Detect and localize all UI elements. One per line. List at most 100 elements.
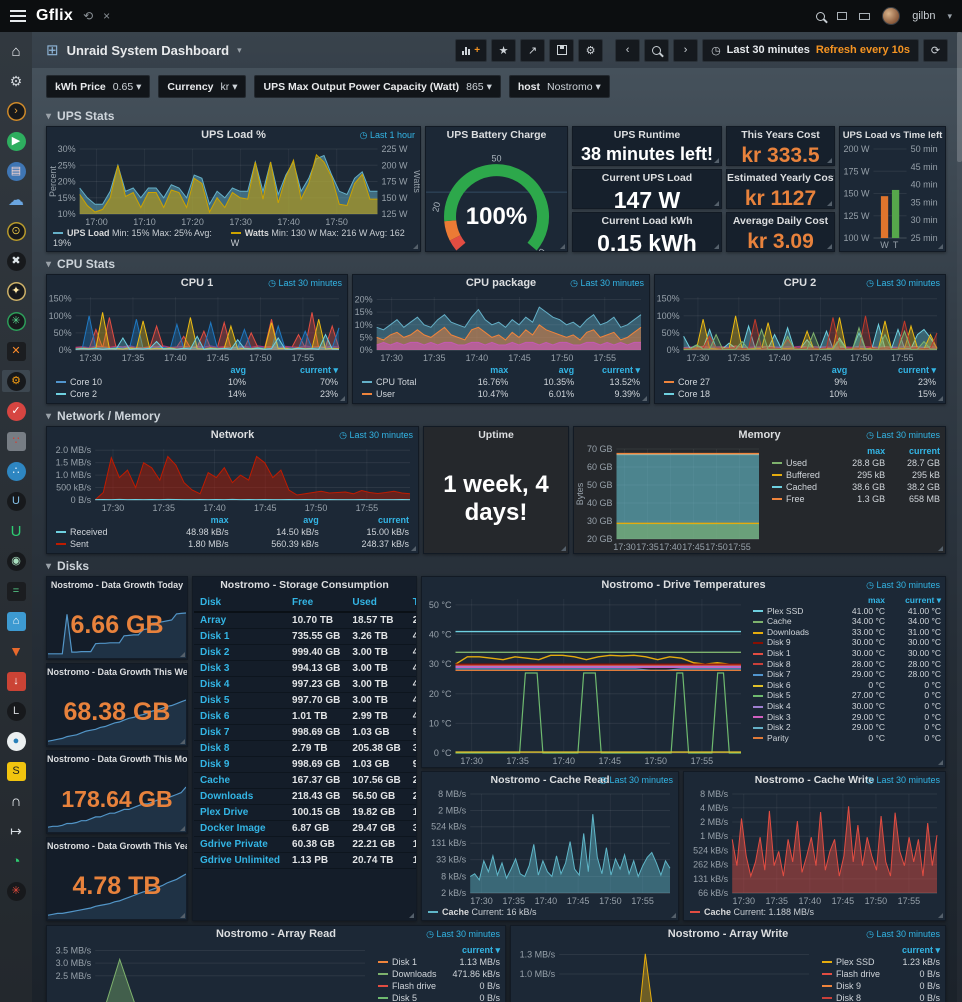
panel-title[interactable]: UPS Load vs Time left — [842, 130, 943, 141]
column-header[interactable]: Used — [346, 594, 407, 613]
panel-title[interactable]: Uptime — [478, 429, 514, 441]
zoom-out-button[interactable] — [644, 38, 670, 62]
column-header[interactable]: Free — [286, 594, 347, 613]
red-wheel-icon[interactable]: ✳ — [2, 880, 30, 902]
app-search-icon[interactable]: ⊙ — [2, 220, 30, 242]
panel-title[interactable]: Estimated Yearly Cost — [727, 172, 834, 184]
time-badge[interactable]: ◷ Last 30 minutes — [866, 929, 940, 939]
disk-link[interactable]: Gdrive Unlimited — [194, 852, 287, 869]
time-badge[interactable]: ◷ Last 1 hour — [359, 130, 415, 140]
legend-item[interactable]: Disk 7 29.00 °C 28.00 °C — [751, 669, 943, 680]
panel-title[interactable]: UPS Battery Charge — [446, 129, 547, 141]
panel-title[interactable]: Nostromo - Array Read — [215, 928, 336, 940]
save-button[interactable] — [549, 38, 575, 62]
var-ups-capacity[interactable]: UPS Max Output Power Capacity (Watt) 865 … — [254, 75, 501, 98]
unraid-gear-icon[interactable]: ⚙ — [2, 370, 30, 392]
panel-title[interactable]: Nostromo - Drive Temperatures — [601, 579, 766, 591]
time-range-picker[interactable]: ◷ Last 30 minutes Refresh every 10s — [702, 38, 919, 62]
legend-item[interactable]: Watts Min: 130 W Max: 216 W Avg: 162 W — [230, 228, 405, 248]
app-blue-book-icon[interactable]: ▤ — [2, 160, 30, 182]
time-badge[interactable]: ◷ Last 30 minutes — [866, 430, 940, 440]
legend-item[interactable]: Disk 1 30.00 °C 30.00 °C — [751, 648, 943, 659]
legend-header[interactable]: current — [908, 445, 940, 456]
disk-link[interactable]: Disk 4 — [194, 676, 287, 693]
time-badge[interactable]: ◷ Last 30 minutes — [866, 278, 940, 288]
legend-item[interactable]: Received 48.98 kB/s 14.50 kB/s 15.00 kB/s — [53, 526, 412, 538]
refresh-button[interactable]: ⟳ — [923, 38, 948, 62]
panel-title[interactable]: UPS Load % — [201, 129, 266, 141]
legend-item[interactable]: Buffered 295 kB 295 kB — [769, 469, 943, 481]
legend-item[interactable]: Plex SSD 1.23 kB/s — [819, 956, 943, 968]
legend-item[interactable]: Flash drive 0 B/s — [375, 980, 503, 992]
legend-header[interactable]: max — [868, 595, 886, 605]
network-chart[interactable]: 0 B/s 500 kB/s 1.0 MB/s 1.5 MB/s 2.0 MB/s 17:… — [47, 444, 418, 514]
var-currency[interactable]: Currency kr ▾ — [158, 75, 247, 98]
legend-item[interactable]: Downloads 33.00 °C 31.00 °C — [751, 627, 943, 638]
app-logo[interactable]: Gflix — [36, 7, 74, 24]
column-header[interactable]: Disk — [194, 594, 287, 613]
jackett-icon[interactable]: ∩ — [10, 792, 22, 810]
row-disks[interactable]: ▾ Disks — [46, 559, 90, 573]
time-back-button[interactable]: ‹ — [615, 38, 641, 62]
panel-title[interactable]: Nostromo - Cache Write — [754, 774, 875, 786]
panel-title[interactable]: Network — [210, 429, 255, 441]
time-badge[interactable]: ◷ Last 30 minutes — [268, 278, 342, 288]
panel-title[interactable]: CPU 2 — [783, 277, 817, 289]
time-badge[interactable]: ◷ Last 30 minutes — [599, 775, 673, 785]
memory-chart[interactable]: 20 GB 30 GB 40 GB 50 GB 60 GB 70 GB Bytes 17:30… — [574, 444, 767, 553]
cache-write-chart[interactable]: 66 kB/s 131 kB/s 262 kB/s 524 kB/s 1 MB/s 2 M… — [684, 789, 945, 907]
app-grey-grid-icon[interactable]: ∵ — [2, 430, 30, 452]
app-green-play-icon[interactable]: ▶ — [2, 130, 30, 152]
disk-link[interactable]: Disk 9 — [194, 756, 287, 773]
panel-title[interactable]: Nostromo - Cache Read — [490, 774, 610, 786]
settings-icon[interactable]: ⚙ — [9, 73, 23, 89]
drive-temps-chart[interactable]: 0 °C 10 °C 20 °C 30 °C 40 °C 50 °C 17:30 17:35 1… — [422, 594, 749, 767]
cpu-package-chart[interactable]: 0% 5% 10% 15% 20% 17:30 17:35 17:40 17:45 17:50 17… — [353, 292, 649, 364]
username[interactable]: gilbn — [912, 10, 936, 22]
disk-link[interactable]: Disk 2 — [194, 644, 287, 661]
legend-item[interactable]: Cache Current: 1.188 MB/s — [690, 907, 814, 917]
home-assistant-icon[interactable]: ⌂ — [2, 610, 30, 632]
legend-header[interactable]: current — [377, 514, 409, 525]
app-download-icon[interactable]: ↓ — [2, 670, 30, 692]
disk-link[interactable]: Disk 1 — [194, 628, 287, 645]
green-u-icon[interactable]: U — [10, 522, 22, 540]
app-swirl-icon[interactable]: ✳ — [2, 310, 30, 332]
settings-button[interactable]: ⚙ — [578, 38, 604, 62]
cpu2-chart[interactable]: 0% 50% 100% 150% 17:30 17:35 17:40 17:45 17:50 17… — [655, 292, 945, 364]
app-star-icon[interactable]: ✦ — [2, 280, 30, 302]
legend-header[interactable]: max — [490, 364, 509, 375]
var-host[interactable]: host Nostromo ▾ — [508, 75, 610, 98]
disk-link[interactable]: Plex Drive — [194, 804, 287, 821]
legend-item[interactable]: Core 2 14% 23% — [53, 388, 341, 400]
legend-item[interactable]: Core 27 9% 23% — [661, 376, 939, 388]
sab-icon[interactable]: S — [2, 760, 30, 782]
dashboard-title[interactable]: Unraid System Dashboard — [66, 42, 230, 58]
legend-item[interactable]: UPS Load Min: 15% Max: 25% Avg: 19% — [53, 228, 212, 248]
dashboard-grid-icon[interactable]: ⊞ — [46, 42, 59, 59]
legend-item[interactable]: Cache 34.00 °C 34.00 °C — [751, 616, 943, 627]
legend-item[interactable]: Disk 4 30.00 °C 0 °C — [751, 701, 943, 712]
tv-mode-icon[interactable] — [859, 12, 871, 20]
legend-item[interactable]: Free 1.3 GB 658 MB — [769, 493, 943, 505]
legend-item[interactable]: Downloads 471.86 kB/s — [375, 968, 503, 980]
array-write-chart[interactable]: 1.0 MB/s 1.3 MB/s — [511, 943, 817, 1002]
ups-bar-chart[interactable]: 100 W 125 W 150 W 175 W 200 W 25 min 30 min 35 … — [840, 144, 945, 251]
home-icon[interactable]: ⌂ — [11, 42, 21, 60]
undo-icon[interactable]: ⟲ — [83, 9, 94, 23]
fullscreen-icon[interactable] — [837, 12, 848, 20]
panel-title[interactable]: Memory — [738, 429, 781, 441]
water-drop-icon[interactable]: ● — [2, 730, 30, 752]
github-icon[interactable]: ◔ — [11, 852, 21, 870]
disk-link[interactable]: Cache — [194, 772, 287, 789]
lazy-badge-icon[interactable]: L — [2, 700, 30, 722]
panel-title[interactable]: Nostromo - Data Growth Today — [50, 580, 184, 590]
legend-item[interactable]: Core 10 10% 70% — [53, 376, 341, 388]
time-badge[interactable]: ◷ Last 30 minutes — [426, 929, 500, 939]
panel-title[interactable]: Nostromo - Array Write — [667, 928, 789, 940]
legend-item[interactable]: Disk 2 29.00 °C 0 °C — [751, 722, 943, 733]
disk-link[interactable]: Disk 8 — [194, 740, 287, 757]
time-badge[interactable]: ◷ Last 30 minutes — [866, 580, 940, 590]
